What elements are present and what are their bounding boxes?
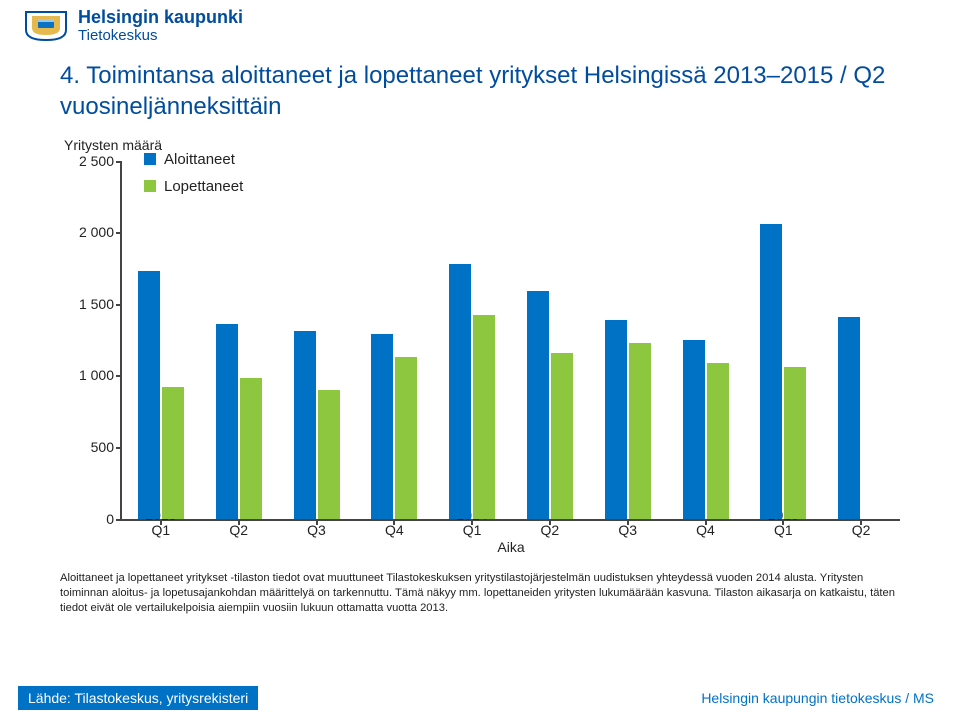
bar <box>629 343 651 519</box>
x-tick-mark <box>393 519 395 525</box>
bar <box>473 315 495 518</box>
x-tick-mark <box>860 519 862 525</box>
bar <box>395 357 417 519</box>
footer: Lähde: Tilastokeskus, yritysrekisteri He… <box>0 680 960 716</box>
x-tick-mark <box>549 519 551 525</box>
bar <box>138 271 160 519</box>
bar <box>240 378 262 518</box>
chart-title-line1: 4. Toimintansa aloittaneet ja lopettanee… <box>60 60 900 91</box>
header: Helsingin kaupunki Tietokeskus <box>0 0 960 44</box>
x-axis-title: Aika <box>497 539 524 555</box>
plot-area: Aika 05001 0001 5002 0002 5002013 Q1Q2Q3… <box>120 161 900 521</box>
chart: Yritysten määrä AloittaneetLopettaneet A… <box>60 141 900 561</box>
bar <box>371 334 393 519</box>
x-tick-mark <box>316 519 318 525</box>
header-sub: Tietokeskus <box>78 28 243 45</box>
bar <box>605 320 627 519</box>
y-tick-label: 1 500 <box>66 296 114 312</box>
bar <box>838 317 860 519</box>
x-tick-label: Q4 <box>666 523 746 538</box>
header-city: Helsingin kaupunki <box>78 8 243 28</box>
bar <box>162 387 184 519</box>
bar <box>551 353 573 519</box>
y-tick-label: 500 <box>66 439 114 455</box>
bar <box>784 367 806 519</box>
x-tick-label: Q3 <box>588 523 668 538</box>
x-tick-mark <box>238 519 240 525</box>
x-tick-mark <box>471 519 473 525</box>
x-tick-label: Q2 <box>821 523 901 538</box>
bar <box>760 224 782 519</box>
x-tick-label: Q3 <box>277 523 357 538</box>
bar <box>527 291 549 519</box>
bar <box>449 264 471 519</box>
chart-title-line2: vuosineljänneksittäin <box>60 91 900 122</box>
chart-notes: Aloittaneet ja lopettaneet yritykset -ti… <box>60 571 900 616</box>
bar <box>294 331 316 519</box>
x-tick-mark <box>627 519 629 525</box>
x-tick-mark <box>705 519 707 525</box>
y-tick-label: 2 000 <box>66 224 114 240</box>
city-logo-icon <box>24 10 68 42</box>
x-tick-mark <box>160 519 162 525</box>
footer-source: Lähde: Tilastokeskus, yritysrekisteri <box>18 686 258 710</box>
bar <box>707 363 729 519</box>
header-text: Helsingin kaupunki Tietokeskus <box>78 8 243 44</box>
y-tick-label: 1 000 <box>66 367 114 383</box>
page: Helsingin kaupunki Tietokeskus 4. Toimin… <box>0 0 960 716</box>
footer-credit: Helsingin kaupungin tietokeskus / MS <box>701 690 934 706</box>
bar <box>683 340 705 519</box>
x-tick-label: Q4 <box>354 523 434 538</box>
x-tick-mark <box>782 519 784 525</box>
bar <box>318 390 340 519</box>
y-tick-label: 0 <box>66 511 114 527</box>
bar <box>216 324 238 519</box>
x-tick-label: Q2 <box>510 523 590 538</box>
x-tick-label: Q2 <box>199 523 279 538</box>
title-block: 4. Toimintansa aloittaneet ja lopettanee… <box>0 44 960 122</box>
y-tick-label: 2 500 <box>66 153 114 169</box>
